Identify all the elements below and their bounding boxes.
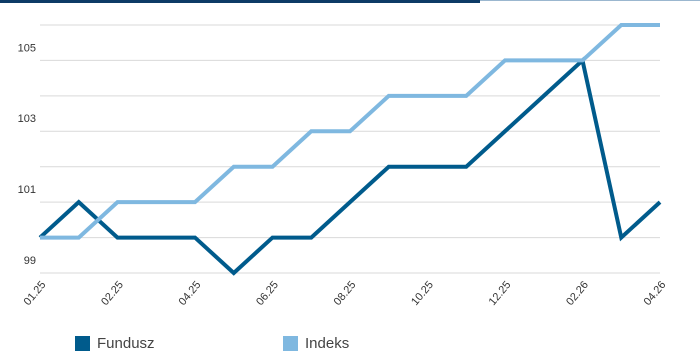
series-line — [40, 23, 660, 240]
legend-label: Fundusz — [97, 335, 155, 352]
y-tick-label: 103 — [18, 113, 36, 125]
x-tick-label: 08.25 — [332, 279, 359, 308]
x-tick-label: 04.26 — [642, 279, 669, 308]
x-tick-label: 02.26 — [564, 279, 591, 308]
x-tick-label: 04.25 — [177, 279, 204, 308]
legend-swatch — [75, 336, 90, 351]
top-bar-end — [480, 0, 700, 1]
x-tick-label: 06.25 — [254, 279, 281, 308]
x-tick-label: 12.25 — [487, 279, 514, 308]
y-tick-label: 99 — [24, 255, 36, 267]
x-tick-label: 10.25 — [409, 279, 436, 308]
legend-label: Indeks — [305, 335, 349, 352]
legend-swatch — [283, 336, 298, 351]
y-tick-label: 101 — [18, 184, 36, 196]
series-line — [38, 56, 662, 276]
x-tick-label: 01.25 — [22, 279, 49, 308]
x-tick-label: 02.25 — [99, 279, 126, 308]
y-tick-label: 105 — [18, 42, 36, 54]
top-bar — [0, 0, 480, 3]
